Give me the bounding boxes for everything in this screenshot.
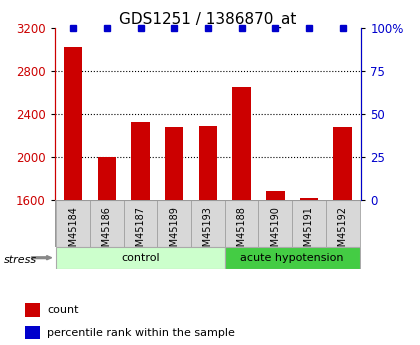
- Text: GSM45190: GSM45190: [270, 206, 280, 258]
- Text: control: control: [121, 253, 160, 263]
- Text: GSM45184: GSM45184: [68, 206, 78, 258]
- Bar: [225, 200, 258, 247]
- Text: stress: stress: [4, 256, 37, 265]
- Bar: [292, 200, 326, 247]
- Bar: [300, 198, 318, 200]
- Bar: [97, 157, 116, 200]
- Bar: [165, 127, 184, 200]
- Bar: [56, 200, 90, 247]
- Bar: [232, 87, 251, 200]
- Bar: [191, 200, 225, 247]
- Bar: [199, 126, 217, 200]
- Text: percentile rank within the sample: percentile rank within the sample: [47, 328, 235, 337]
- Bar: [158, 200, 191, 247]
- Text: count: count: [47, 305, 79, 315]
- Bar: [64, 47, 82, 200]
- Text: GSM45187: GSM45187: [136, 206, 145, 259]
- Text: GSM45188: GSM45188: [236, 206, 247, 258]
- Text: GSM45193: GSM45193: [203, 206, 213, 258]
- Text: GSM45186: GSM45186: [102, 206, 112, 258]
- Bar: [266, 191, 285, 200]
- Text: GSM45192: GSM45192: [338, 206, 348, 259]
- Bar: [131, 122, 150, 200]
- Text: GSM45191: GSM45191: [304, 206, 314, 258]
- Bar: [225, 247, 360, 269]
- Bar: [123, 200, 158, 247]
- Bar: [333, 127, 352, 200]
- Bar: [25, 326, 40, 339]
- Bar: [25, 304, 40, 317]
- Text: GSM45189: GSM45189: [169, 206, 179, 258]
- Bar: [258, 200, 292, 247]
- Text: acute hypotension: acute hypotension: [240, 253, 344, 263]
- Bar: [56, 247, 225, 269]
- Title: GDS1251 / 1386870_at: GDS1251 / 1386870_at: [119, 11, 297, 28]
- Bar: [326, 200, 360, 247]
- Bar: [90, 200, 123, 247]
